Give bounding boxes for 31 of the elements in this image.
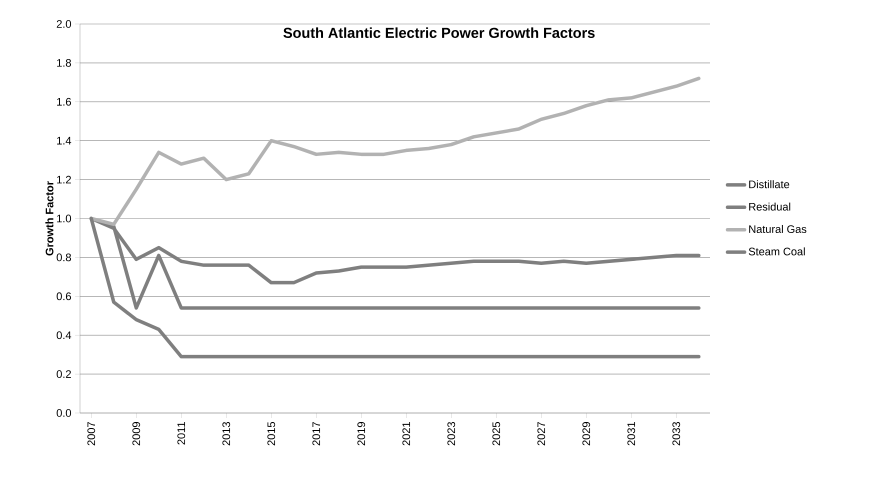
x-tick-label: 2031 [627, 422, 636, 446]
y-tick-label: 1.0 [57, 214, 72, 222]
x-tick-label: 2019 [357, 422, 366, 446]
y-tick-label: 0.4 [56, 331, 72, 340]
x-tick-label: 2011 [177, 422, 186, 445]
legend-label: Natural Gas [749, 224, 806, 234]
y-tick-label: 0.8 [56, 254, 72, 262]
y-axis-title: Growth Factor [45, 181, 54, 256]
legend-label: Steam Coal [748, 247, 805, 256]
x-tick-label: 2025 [492, 422, 500, 446]
y-tick-label: 1.2 [57, 176, 71, 184]
y-tick-label: 1.6 [57, 98, 72, 106]
x-tick-label: 2013 [222, 422, 230, 446]
y-tick-label: 0.6 [56, 292, 72, 300]
chart-title: South Atlantic Electric Power Growth Factors [283, 27, 595, 38]
y-tick-label: 1.8 [57, 59, 72, 67]
y-tick-label: 0.2 [56, 370, 71, 378]
x-tick-label: 2033 [672, 422, 680, 446]
x-tick-label: 2015 [267, 422, 276, 446]
x-tick-label: 2029 [582, 422, 590, 446]
x-tick-label: 2027 [537, 422, 546, 446]
x-tick-label: 2007 [87, 422, 96, 446]
y-tick-label: 0.0 [56, 409, 72, 417]
x-tick-label: 2009 [132, 422, 140, 446]
x-tick-label: 2021 [402, 422, 410, 446]
x-tick-label: 2017 [312, 422, 320, 446]
y-tick-label: 1.4 [57, 136, 72, 144]
x-tick-label: 2023 [447, 422, 456, 446]
legend-label: Distillate [749, 180, 790, 188]
legend-label: Residual [749, 202, 790, 211]
y-tick-label: 2.0 [56, 20, 72, 28]
